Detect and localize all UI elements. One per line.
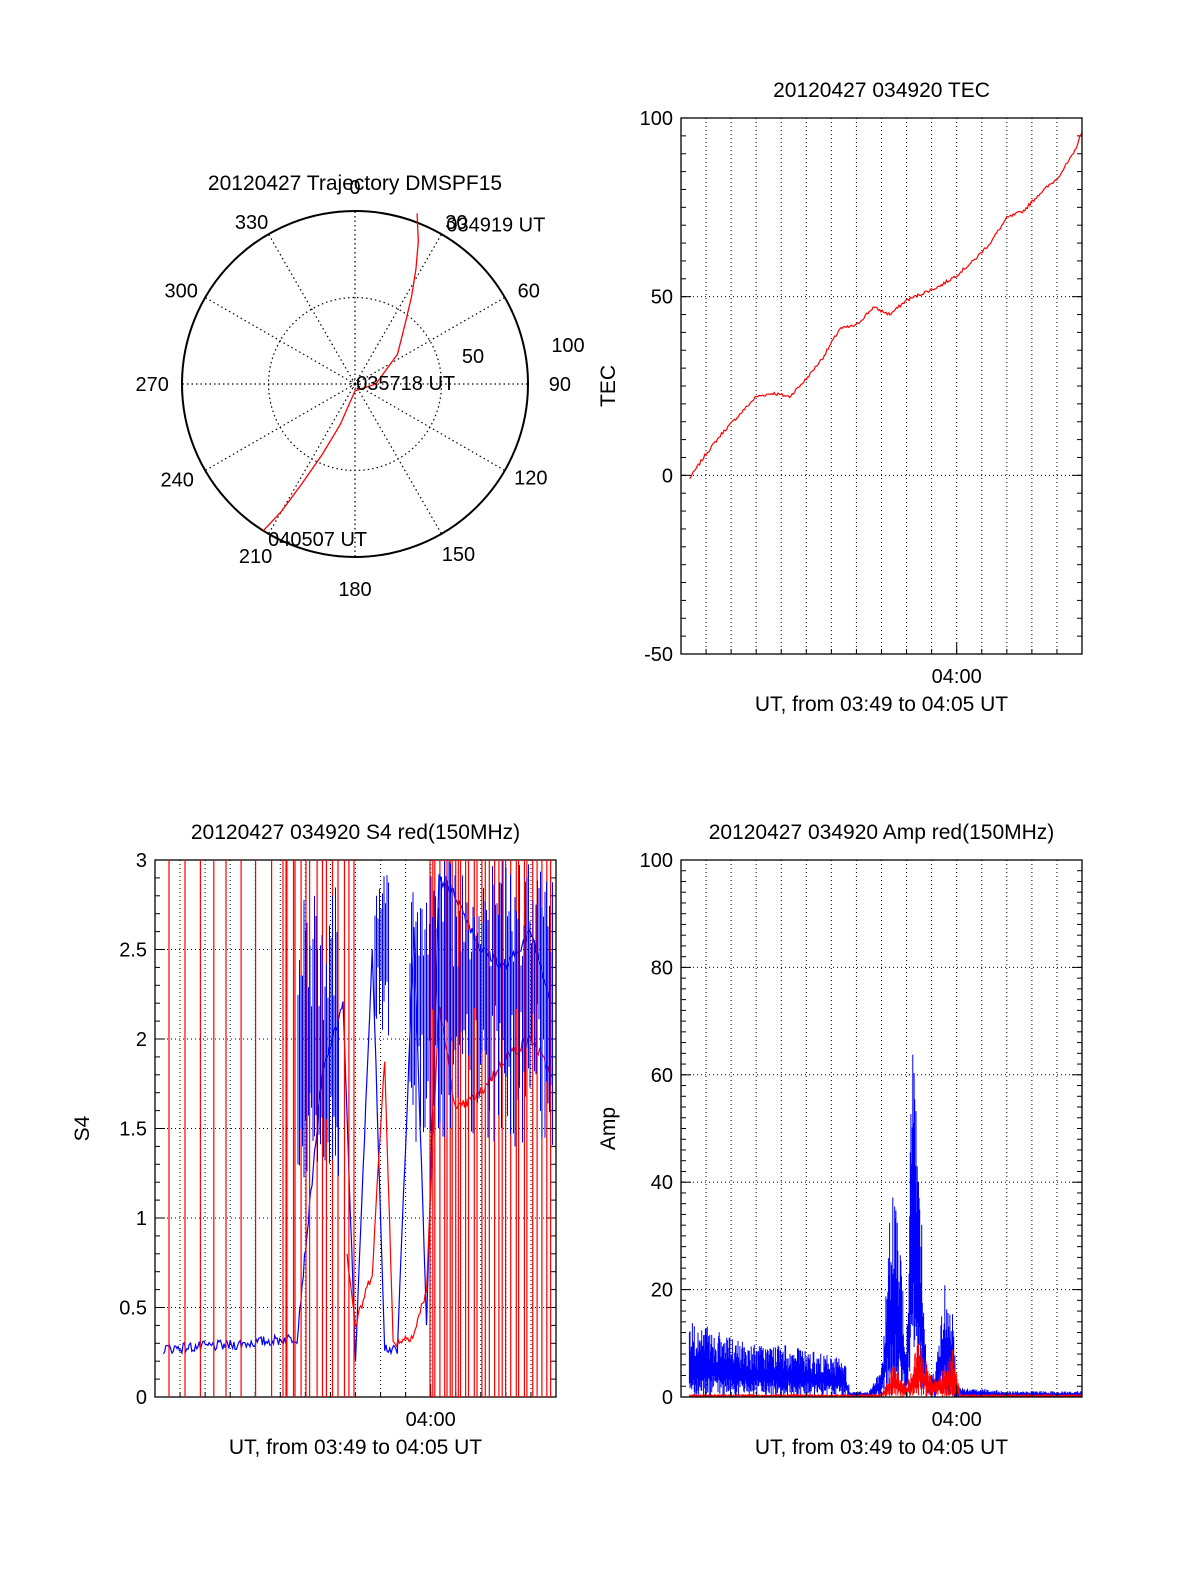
- polar-ring-outer: [181, 210, 529, 558]
- y-tick-label: 2: [136, 1029, 147, 1051]
- y-tick-label: 0.5: [119, 1298, 147, 1320]
- y-tick-label: -50: [644, 644, 673, 666]
- azimuth-label: 270: [135, 374, 168, 396]
- y-axis-label: TEC: [597, 365, 620, 407]
- azimuth-label: 60: [518, 281, 540, 303]
- polar-spoke: [354, 233, 443, 385]
- series-band-red: [688, 1343, 1082, 1397]
- x-axis-label: UT, from 03:49 to 04:05 UT: [755, 693, 1008, 716]
- series-band-blue: [688, 1054, 1082, 1397]
- x-tick-label: 04:00: [932, 1409, 982, 1431]
- polar-spoke: [267, 233, 356, 385]
- azimuth-label: 240: [161, 469, 194, 491]
- trajectory-time-label: 034919 UT: [446, 214, 545, 236]
- radial-label: 50: [462, 346, 484, 368]
- azimuth-label: 210: [239, 546, 272, 568]
- x-axis-label: UT, from 03:49 to 04:05 UT: [755, 1436, 1008, 1459]
- y-tick-label: 80: [651, 957, 673, 979]
- polar-ring-inner: [267, 296, 443, 472]
- y-tick-label: 2.5: [119, 940, 147, 962]
- polar-spoke: [204, 296, 356, 385]
- radial-label: 100: [551, 335, 584, 357]
- amp-line-chart: 0 20 40 60 80 100 04:00 20120427 034920 Amp red…: [597, 821, 1083, 1459]
- trajectory-time-label: 040507 UT: [268, 529, 367, 551]
- series-line-red: [689, 132, 1083, 480]
- tec-line-chart: -50 0 50 100 04:00 20120427 034920 TEC UT, fro…: [597, 79, 1083, 716]
- azimuth-label: 330: [235, 212, 268, 234]
- azimuth-label: 30: [445, 212, 467, 234]
- polar-spoke: [354, 296, 506, 385]
- y-tick-label: 20: [651, 1280, 673, 1302]
- y-tick-label: 0: [136, 1387, 147, 1409]
- y-tick-label: 1.5: [119, 1119, 147, 1141]
- y-tick-label: 100: [640, 850, 673, 872]
- red-spikes: [168, 860, 552, 1397]
- y-tick-label: 0: [662, 1387, 673, 1409]
- blue-saturated-band: [297, 861, 553, 1178]
- x-tick-label: 04:00: [406, 1409, 456, 1431]
- chart-title: 20120427 Trajectory DMSPF15: [208, 172, 502, 195]
- series-line-blue: [162, 873, 552, 1362]
- y-tick-label: 50: [651, 287, 673, 309]
- azimuth-label: 90: [549, 374, 571, 396]
- y-axis-label: Amp: [597, 1107, 620, 1150]
- azimuth-label: 150: [442, 544, 475, 566]
- y-tick-label: 40: [651, 1172, 673, 1194]
- azimuth-label: 180: [338, 579, 371, 601]
- x-axis-label: UT, from 03:49 to 04:05 UT: [229, 1436, 482, 1459]
- y-tick-label: 60: [651, 1065, 673, 1087]
- chart-title: 20120427 034920 TEC: [773, 79, 990, 102]
- chart-title: 20120427 034920 Amp red(150MHz): [709, 821, 1055, 844]
- y-tick-label: 1: [136, 1208, 147, 1230]
- x-tick-label: 04:00: [932, 666, 982, 688]
- y-tick-label: 3: [136, 850, 147, 872]
- y-tick-label: 0: [662, 465, 673, 487]
- azimuth-label: 300: [165, 281, 198, 303]
- trajectory-polar-plot: 0 30 60 90 120 150 180 210 240 270 300 330 50 100 0349…: [135, 172, 584, 601]
- s4-line-chart: 0 0.5 1 1.5 2 2.5 3 04:00 20120427 034920 S4 red…: [71, 821, 557, 1459]
- azimuth-label: 0: [349, 177, 360, 199]
- y-tick-label: 100: [640, 108, 673, 130]
- y-axis-label: S4: [71, 1115, 94, 1141]
- chart-title: 20120427 034920 S4 red(150MHz): [191, 821, 520, 844]
- polar-center: [350, 379, 360, 389]
- trajectory-time-label: 035718 UT: [356, 373, 455, 395]
- azimuth-label: 120: [514, 467, 547, 489]
- trajectory-line: [262, 213, 419, 532]
